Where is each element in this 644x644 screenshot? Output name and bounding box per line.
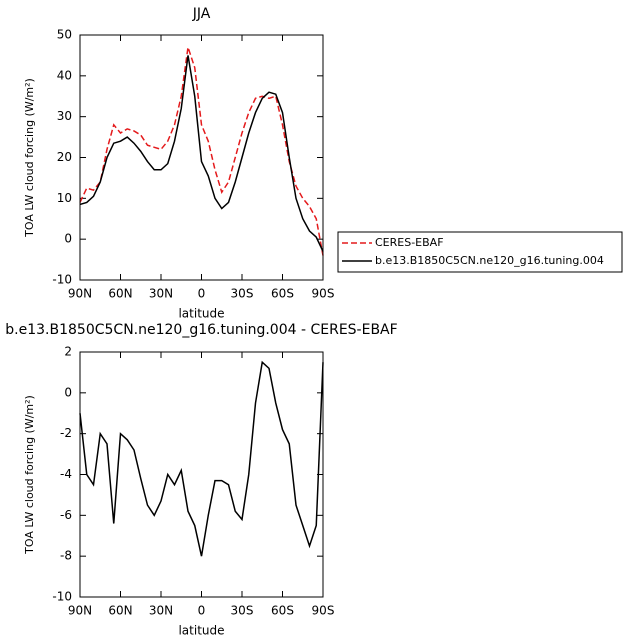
x-tick-label: 60N	[108, 287, 132, 301]
y-tick-label: 0	[64, 232, 72, 246]
data-line	[79, 55, 324, 252]
y-tick-label: 0	[64, 385, 72, 399]
y-tick-label: 50	[57, 28, 72, 42]
legend-label: CERES-EBAF	[375, 236, 444, 249]
x-tick-label: 30N	[149, 604, 173, 618]
y-axis-label: TOA LW cloud forcing (W/m²)	[23, 395, 36, 555]
chart-title: JJA	[192, 6, 211, 22]
x-tick-label: 30N	[149, 287, 173, 301]
legend-label: b.e13.B1850C5CN.ne120_g16.tuning.004	[375, 254, 604, 267]
chart-title: b.e13.B1850C5CN.ne120_g16.tuning.004 - C…	[5, 322, 397, 338]
y-tick-label: -8	[60, 549, 72, 563]
x-tick-label: 30S	[231, 604, 254, 618]
y-tick-label: -10	[52, 590, 72, 604]
x-tick-label: 30S	[231, 287, 254, 301]
x-tick-label: 0	[198, 604, 206, 618]
plot-frame	[79, 34, 324, 281]
x-tick-label: 60N	[108, 604, 132, 618]
data-line	[79, 47, 324, 256]
y-tick-label: -10	[52, 273, 72, 287]
y-tick-label: -4	[60, 467, 72, 481]
data-line	[79, 360, 324, 557]
legend-box	[337, 231, 623, 273]
x-axis-label: latitude	[178, 307, 224, 321]
y-tick-label: 20	[57, 150, 72, 164]
y-axis-label: TOA LW cloud forcing (W/m²)	[23, 78, 36, 238]
x-tick-label: 60S	[271, 287, 294, 301]
x-tick-label: 90N	[68, 604, 92, 618]
x-tick-label: 60S	[271, 604, 294, 618]
y-tick-label: -6	[60, 508, 72, 522]
plot-frame	[79, 351, 324, 598]
y-tick-label: 10	[57, 191, 72, 205]
x-tick-label: 0	[198, 287, 206, 301]
x-tick-label: 90S	[312, 287, 335, 301]
x-tick-label: 90N	[68, 287, 92, 301]
y-tick-label: -2	[60, 426, 72, 440]
y-tick-label: 2	[64, 345, 72, 359]
y-tick-label: 40	[57, 68, 72, 82]
x-tick-label: 90S	[312, 604, 335, 618]
x-axis-label: latitude	[178, 624, 224, 638]
y-tick-label: 30	[57, 109, 72, 123]
